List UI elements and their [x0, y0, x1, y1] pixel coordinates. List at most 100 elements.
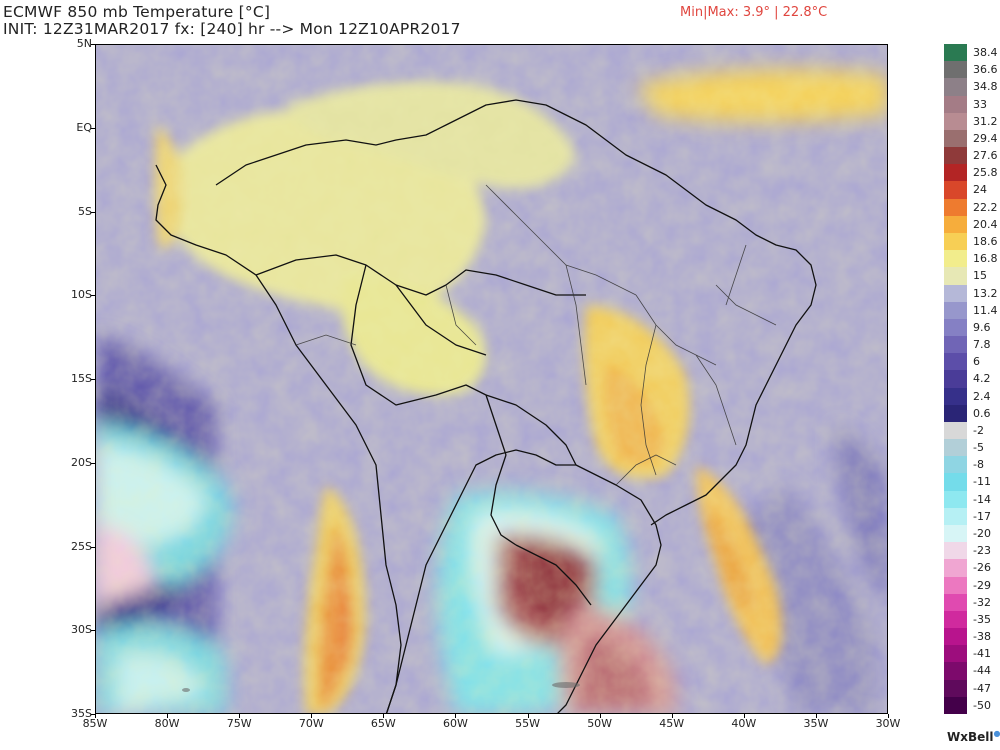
- legend-entry: 15: [944, 267, 1000, 285]
- legend-label: 2.4: [973, 389, 991, 403]
- lon-tick: [311, 714, 313, 718]
- legend-swatch: [944, 439, 967, 457]
- lat-tick-label: 20S: [71, 455, 92, 469]
- legend-swatch: [944, 525, 967, 543]
- legend-entry: -11: [944, 473, 1000, 491]
- lat-tick: [91, 546, 95, 548]
- legend-swatch: [944, 593, 967, 611]
- brand-label: WxBell: [947, 730, 994, 744]
- legend-label: 0.6: [973, 406, 991, 420]
- legend-entry: -8: [944, 456, 1000, 474]
- lon-tick: [743, 714, 745, 718]
- legend-entry: 18.6: [944, 232, 1000, 251]
- legend-label: 27.6: [973, 149, 998, 163]
- legend-label: -11: [973, 475, 991, 489]
- legend-swatch: [944, 507, 967, 526]
- legend-label: -14: [973, 492, 991, 506]
- legend-swatch: [944, 181, 967, 199]
- legend-swatch: [944, 112, 967, 130]
- legend-swatch: [944, 198, 967, 216]
- lon-tick: [671, 714, 673, 718]
- lat-tick-label: 10S: [71, 288, 92, 302]
- lat-tick-label: 15S: [71, 372, 92, 385]
- legend-label: 18.6: [973, 234, 998, 248]
- lon-tick-label: 60W: [443, 717, 468, 730]
- lat-tick-label: EQ: [76, 120, 92, 134]
- legend-label: -38: [973, 630, 991, 644]
- lat-tick: [91, 44, 95, 45]
- legend-swatch: [944, 473, 967, 491]
- legend-swatch: [944, 542, 967, 560]
- lat-tick-label: 25S: [71, 539, 92, 553]
- legend-entry: -44: [944, 662, 1000, 680]
- legend-swatch: [944, 370, 967, 388]
- lon-tick-label: 65W: [370, 717, 396, 730]
- legend-label: 33: [973, 97, 987, 111]
- legend-swatch: [944, 318, 967, 337]
- lat-tick: [91, 630, 95, 632]
- legend-swatch: [944, 147, 967, 165]
- legend-entry: 22.2: [944, 198, 1000, 216]
- legend-entry: 24: [944, 181, 1000, 199]
- legend-swatch: [944, 662, 967, 680]
- legend-swatch: [944, 696, 967, 714]
- legend-label: 29.4: [973, 131, 998, 145]
- min-max-readout: Min|Max: 3.9° | 22.8°C: [680, 5, 828, 20]
- legend-label: 6: [973, 355, 980, 369]
- lon-tick: [95, 714, 96, 718]
- legend-label: 4.2: [973, 372, 991, 386]
- lon-tick-label: 35W: [803, 717, 829, 730]
- legend-swatch: [944, 456, 967, 474]
- legend-entry: 20.4: [944, 215, 1000, 233]
- legend-entry: 13.2: [944, 284, 1000, 302]
- legend-label: -32: [973, 595, 991, 609]
- legend-label: 22.2: [973, 200, 998, 214]
- legend-swatch: [944, 645, 967, 663]
- legend-swatch: [944, 353, 967, 371]
- legend-entry: -32: [944, 593, 1000, 611]
- legend-entry: 36.6: [944, 61, 1000, 79]
- lat-tick: [91, 211, 95, 213]
- legend-label: -35: [973, 612, 991, 626]
- legend-label: -23: [973, 544, 991, 558]
- lat-tick-label: 5S: [78, 204, 92, 218]
- legend-label: -47: [973, 681, 991, 695]
- lon-tick: [599, 714, 601, 718]
- legend-label: 16.8: [973, 252, 998, 266]
- legend-label: -26: [973, 561, 991, 575]
- legend-entry: -29: [944, 576, 1000, 594]
- lat-tick-label: 30S: [71, 623, 92, 637]
- lat-tick: [91, 462, 95, 464]
- legend-label: -5: [973, 441, 984, 455]
- legend-entry: 25.8: [944, 164, 1000, 182]
- legend-entry: -14: [944, 490, 1000, 508]
- legend-swatch: [944, 336, 967, 354]
- lat-tick: [91, 295, 95, 297]
- legend-swatch: [944, 404, 967, 422]
- legend-entry: 38.4: [944, 44, 1000, 62]
- legend-label: 13.2: [973, 286, 998, 300]
- legend-entry: 11.4: [944, 301, 1000, 319]
- legend-label: -41: [973, 647, 991, 661]
- legend-swatch: [944, 284, 967, 302]
- lon-tick-label: 75W: [226, 717, 252, 730]
- lat-tick-label: 35S: [71, 707, 92, 720]
- legend-label: -8: [973, 458, 984, 472]
- lat-tick-label: 5N: [76, 37, 92, 50]
- legend-entry: 4.2: [944, 370, 1000, 388]
- legend-entry: -38: [944, 628, 1000, 646]
- legend-swatch: [944, 232, 967, 251]
- color-scale-legend: 38.4 36.6 34.8 33 31.2 29.4 27.6 25.8 24 22.2 20.4…: [944, 44, 1000, 714]
- legend-entry: -5: [944, 439, 1000, 457]
- legend-entry: -47: [944, 679, 1000, 697]
- lat-tick: [91, 379, 95, 380]
- legend-swatch: [944, 559, 967, 577]
- lon-tick: [815, 714, 817, 718]
- legend-label: 15: [973, 269, 987, 283]
- legend-swatch: [944, 387, 967, 405]
- legend-entry: 34.8: [944, 78, 1000, 96]
- legend-entry: -26: [944, 559, 1000, 577]
- legend-swatch: [944, 301, 967, 319]
- lat-tick: [91, 714, 95, 715]
- legend-entry: 27.6: [944, 147, 1000, 165]
